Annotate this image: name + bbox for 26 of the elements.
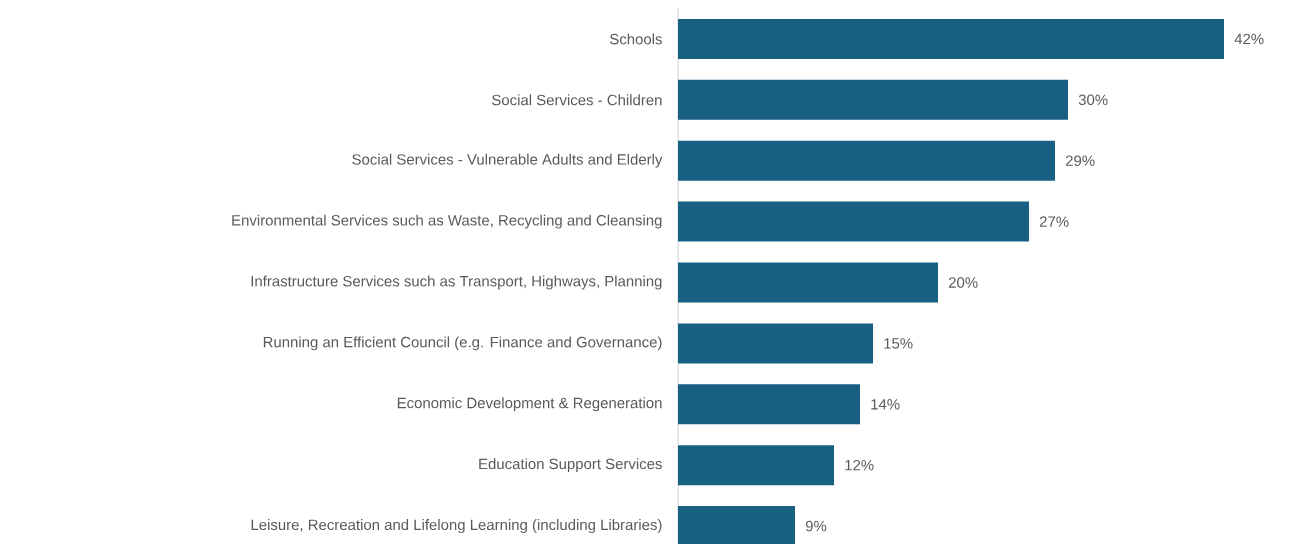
data-label: 42% [1234,33,1264,45]
bar [678,262,938,303]
y-tick-label: Education Support Services [479,458,662,473]
data-label: 9% [805,520,827,532]
data-label: 27% [1039,216,1069,227]
y-tick-label: Social Services - Vulnerable Adults and Elderly [352,153,663,168]
bar [678,201,1030,242]
data-label: 15% [884,338,913,349]
bar [678,18,1225,59]
data-label: 20% [948,277,978,288]
bar [678,445,834,486]
data-label: 14% [871,399,900,410]
y-tick-label: Running an Efficient Council (e.g. Finance and Governance) [263,336,662,351]
data-label: 30% [1078,94,1108,106]
y-tick-label: Social Services - Children [492,94,662,106]
bar [678,79,1069,120]
y-tick-label: Infrastructure Services such as Transport, Highways, Planning [251,275,662,290]
bar [678,323,873,364]
bar [678,140,1056,181]
y-tick-label: Schools [609,33,662,45]
data-label: 12% [845,459,874,471]
data-label: 29% [1065,155,1095,166]
y-tick-label: Environmental Services such as Waste, Recycling and Cleansing [232,214,662,229]
y-tick-label: Economic Development & Regeneration [397,397,662,412]
y-tick-label: Leisure, Recreation and Lifelong Learning (including Libraries) [251,519,662,533]
bar [678,384,860,425]
